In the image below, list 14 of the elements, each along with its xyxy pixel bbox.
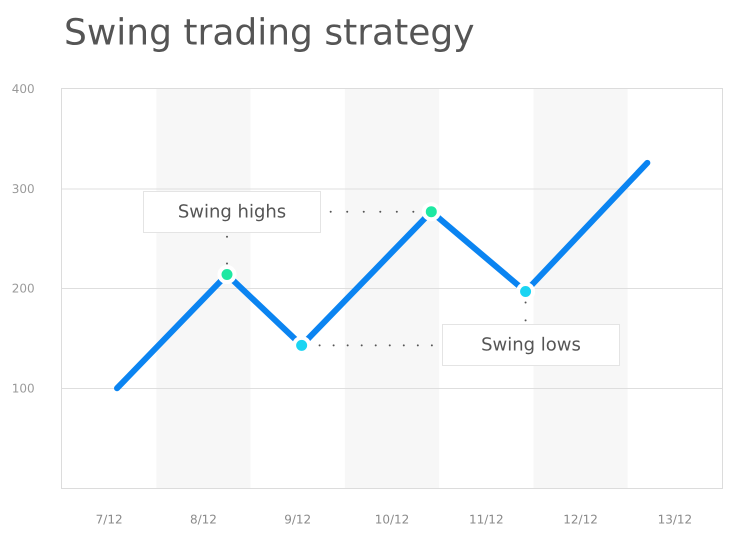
annotation: Swing lows (481, 334, 581, 356)
x-tick-label: 11/12 (468, 512, 504, 526)
annotation: Swing highs (178, 202, 286, 222)
x-tick-label: 12/12 (563, 512, 598, 526)
y-tick-label: 300 (12, 182, 35, 196)
x-tick-label: 9/12 (284, 512, 312, 526)
y-tick-label: 200 (12, 282, 35, 296)
x-tick-label: 10/12 (374, 512, 410, 526)
y-tick-label: 100 (12, 381, 35, 396)
chart-title: Swing trading strategy (64, 12, 475, 54)
x-tick-label: 7/12 (96, 512, 123, 526)
x-tick-label: 13/12 (658, 512, 692, 526)
y-tick-label: 400 (12, 82, 35, 96)
x-tick-label: 8/12 (190, 512, 217, 526)
